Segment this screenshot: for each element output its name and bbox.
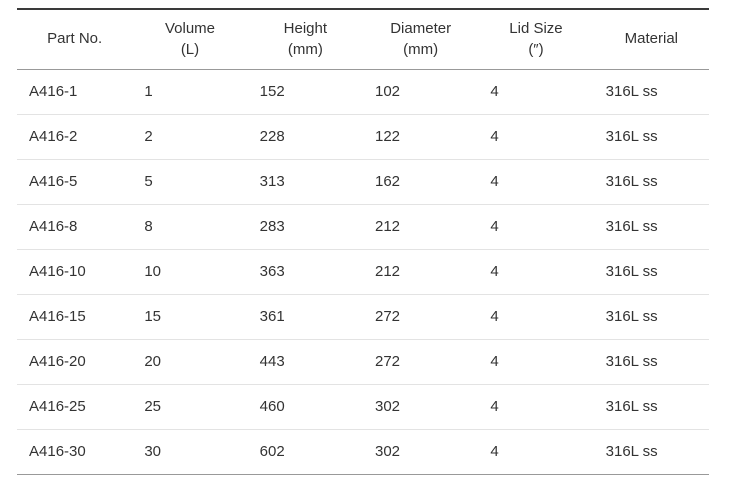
cell-diameter: 122 xyxy=(362,113,479,159)
cell-material: 316L ss xyxy=(605,83,658,100)
cell-material: 316L ss xyxy=(593,113,709,159)
header-unit: (mm) xyxy=(287,41,323,59)
cell-lid-size: 4 xyxy=(478,158,594,204)
cell-lid-size: 4 xyxy=(478,383,594,429)
header-label: Part No. xyxy=(47,30,103,48)
table-row: A416-10 10 363 212 4 316L ss xyxy=(17,248,709,294)
cell-part-no: A416-2 xyxy=(17,113,133,159)
cell-diameter: 302 xyxy=(362,383,479,429)
cell-material: 316L ss xyxy=(593,383,709,429)
header-cell-part-no: Part No. xyxy=(17,9,133,70)
cell-material: 316L ss xyxy=(593,428,709,474)
cell-height: 443 xyxy=(247,338,363,384)
table-row: A416-1 1 152 102 4 316L ss xyxy=(17,69,709,114)
cell-height: 361 xyxy=(247,293,363,339)
cell-height: 228 xyxy=(247,113,363,159)
cell-diameter: 272 xyxy=(362,293,479,339)
header-label: Volume xyxy=(164,19,216,37)
cell-height: 602 xyxy=(247,428,363,474)
table-body: A416-1 1 152 102 4 316L ss A416-2 2 228 122 4 316L … xyxy=(17,69,709,474)
header-cell-volume: Volume (L) xyxy=(132,9,248,70)
header-unit: (L) xyxy=(180,41,200,59)
table-row: A416-30 30 602 302 4 316L ss xyxy=(17,428,709,474)
cell-diameter: 212 xyxy=(362,203,479,249)
table-row: A416-8 8 283 212 4 316L ss xyxy=(17,203,709,249)
header-label: Height xyxy=(283,19,327,37)
cell-part-no: A416-10 xyxy=(17,248,133,294)
table-header: Part No. Volume (L) Height (mm) Diameter (m… xyxy=(17,9,709,70)
header-row: Part No. Volume (L) Height (mm) Diameter (m… xyxy=(17,9,709,70)
cell-height: 460 xyxy=(247,383,363,429)
header-label: Lid Size xyxy=(509,19,563,37)
header-label: Diameter xyxy=(390,19,452,37)
cell-height: 313 xyxy=(247,158,363,204)
table-row: A416-5 5 313 162 4 316L ss xyxy=(17,158,709,204)
cell-material: 316L ss xyxy=(593,338,709,384)
header-cell-height: Height (mm) xyxy=(247,9,363,70)
cell-height: 363 xyxy=(247,248,363,294)
cell-diameter: 102 xyxy=(374,83,401,100)
cell-lid-size: 4 xyxy=(490,83,499,100)
cell-part-no: A416-15 xyxy=(17,293,133,339)
cell-diameter: 212 xyxy=(362,248,479,294)
cell-volume: 1 xyxy=(144,83,153,100)
cell-volume: 15 xyxy=(132,293,248,339)
header-cell-diameter: Diameter (mm) xyxy=(362,9,479,70)
cell-volume: 30 xyxy=(132,428,248,474)
cell-part-no: A416-8 xyxy=(17,203,133,249)
table-row: A416-2 2 228 122 4 316L ss xyxy=(17,113,709,159)
cell-volume: 2 xyxy=(132,113,248,159)
cell-lid-size: 4 xyxy=(478,338,594,384)
cell-material: 316L ss xyxy=(593,248,709,294)
header-unit: (mm) xyxy=(403,41,439,59)
cell-diameter: 302 xyxy=(362,428,479,474)
cell-diameter: 162 xyxy=(362,158,479,204)
cell-part-no: A416-30 xyxy=(17,428,133,474)
cell-lid-size: 4 xyxy=(478,113,594,159)
cell-lid-size: 4 xyxy=(478,248,594,294)
table-row: A416-25 25 460 302 4 316L ss xyxy=(17,383,709,429)
cell-lid-size: 4 xyxy=(478,428,594,474)
cell-volume: 10 xyxy=(132,248,248,294)
cell-volume: 20 xyxy=(132,338,248,384)
cell-height: 152 xyxy=(259,83,285,100)
header-unit: (″) xyxy=(528,41,544,59)
cell-height: 283 xyxy=(247,203,363,249)
cell-part-no: A416-20 xyxy=(17,338,133,384)
cell-volume: 8 xyxy=(132,203,248,249)
cell-part-no: A416-1 xyxy=(29,83,78,100)
spec-table: Part No. Volume (L) Height (mm) Diameter (m… xyxy=(17,8,709,475)
cell-material: 316L ss xyxy=(593,158,709,204)
cell-material: 316L ss xyxy=(593,293,709,339)
cell-part-no: A416-25 xyxy=(17,383,133,429)
table-row: A416-15 15 361 272 4 316L ss xyxy=(17,293,709,339)
cell-part-no: A416-5 xyxy=(17,158,133,204)
header-cell-lid-size: Lid Size (″) xyxy=(478,9,594,70)
table-row: A416-20 20 443 272 4 316L ss xyxy=(17,338,709,384)
cell-lid-size: 4 xyxy=(478,293,594,339)
header-label: Material xyxy=(624,30,678,48)
cell-volume: 5 xyxy=(132,158,248,204)
spec-table-container: Part No. Volume (L) Height (mm) Diameter (m… xyxy=(17,8,709,475)
cell-volume: 25 xyxy=(132,383,248,429)
header-cell-material: Material xyxy=(593,9,709,70)
cell-lid-size: 4 xyxy=(478,203,594,249)
cell-diameter: 272 xyxy=(362,338,479,384)
cell-material: 316L ss xyxy=(593,203,709,249)
